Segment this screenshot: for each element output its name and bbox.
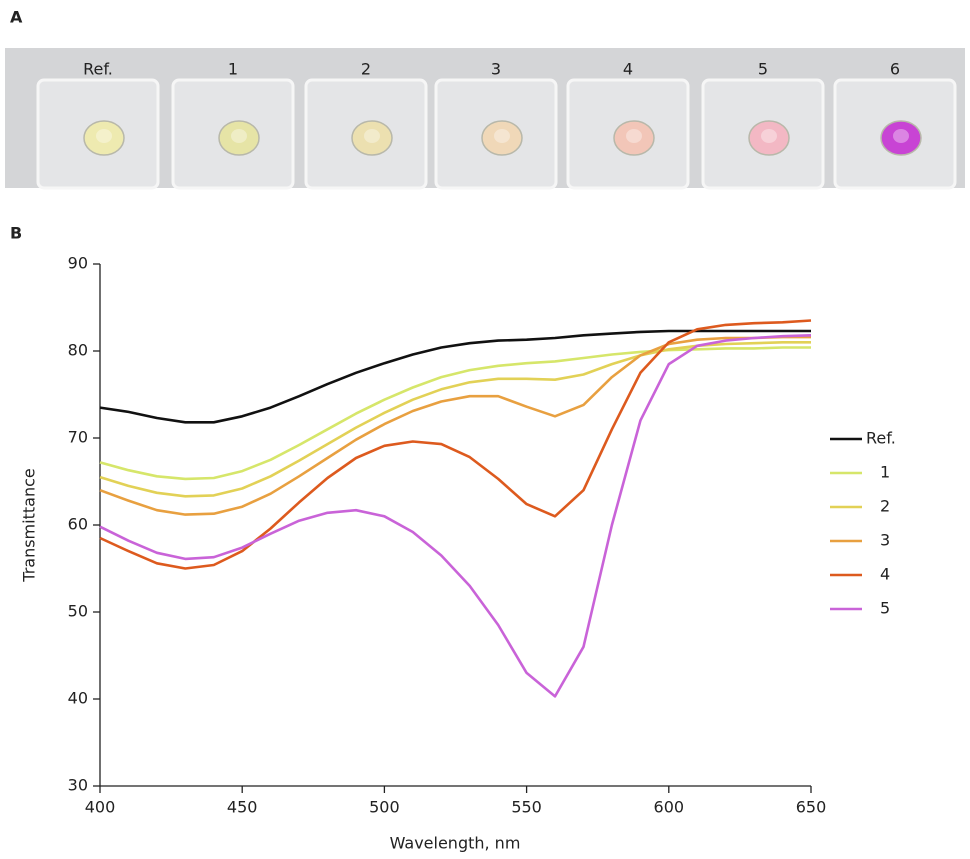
drop <box>880 120 922 156</box>
x-tick-label: 550 <box>511 798 542 817</box>
y-axis-label: Transmittance <box>20 468 39 582</box>
legend-label: 1 <box>880 463 890 482</box>
line-series <box>99 335 811 516</box>
x-tick-label: 600 <box>654 798 685 817</box>
photo-label: Ref. <box>83 60 113 79</box>
drop-center <box>761 129 777 143</box>
drop-center <box>364 129 380 143</box>
x-tick-label: 400 <box>85 798 116 817</box>
photo-label: 3 <box>491 60 501 79</box>
legend-label: Ref. <box>866 429 896 448</box>
y-tick-label: 80 <box>68 341 88 360</box>
photo-label: 4 <box>623 60 633 79</box>
photo-label: 6 <box>890 60 900 79</box>
legend-label: 2 <box>880 497 890 516</box>
drop-center <box>231 129 247 143</box>
y-tick-label: 50 <box>68 602 88 621</box>
photo-label: 1 <box>228 60 238 79</box>
photo-label: 5 <box>758 60 768 79</box>
x-tick-label: 500 <box>369 798 400 817</box>
drop <box>748 120 790 156</box>
x-tick-label: 650 <box>796 798 827 817</box>
drop-center <box>494 129 510 143</box>
y-tick-label: 30 <box>68 776 88 795</box>
y-tick-label: 60 <box>68 515 88 534</box>
line-series <box>99 334 812 698</box>
drop-center <box>626 129 642 143</box>
drop <box>218 120 260 156</box>
drop-center <box>96 129 112 143</box>
drop <box>83 120 125 156</box>
photo-label: 2 <box>361 60 371 79</box>
drop <box>613 120 655 156</box>
drop <box>481 120 523 156</box>
x-tick-label: 450 <box>227 798 258 817</box>
legend-label: 4 <box>880 565 890 584</box>
line-series <box>99 319 812 570</box>
legend-label: 5 <box>880 599 890 618</box>
panel-label: A <box>10 8 23 27</box>
drop <box>351 120 393 156</box>
y-tick-label: 90 <box>68 254 88 273</box>
photo: Ref. 1 2 3 4 5 6 <box>5 48 965 190</box>
y-tick-label: 70 <box>68 428 88 447</box>
cuvettes: Ref. 1 2 3 4 5 6 <box>36 60 957 190</box>
panel-label: B <box>10 224 22 243</box>
x-axis-label: Wavelength, nm <box>390 834 521 853</box>
line-series <box>99 346 811 481</box>
line-series <box>99 341 811 498</box>
drop-center <box>893 129 909 143</box>
legend-label: 3 <box>880 531 890 550</box>
y-tick-label: 40 <box>68 689 88 708</box>
